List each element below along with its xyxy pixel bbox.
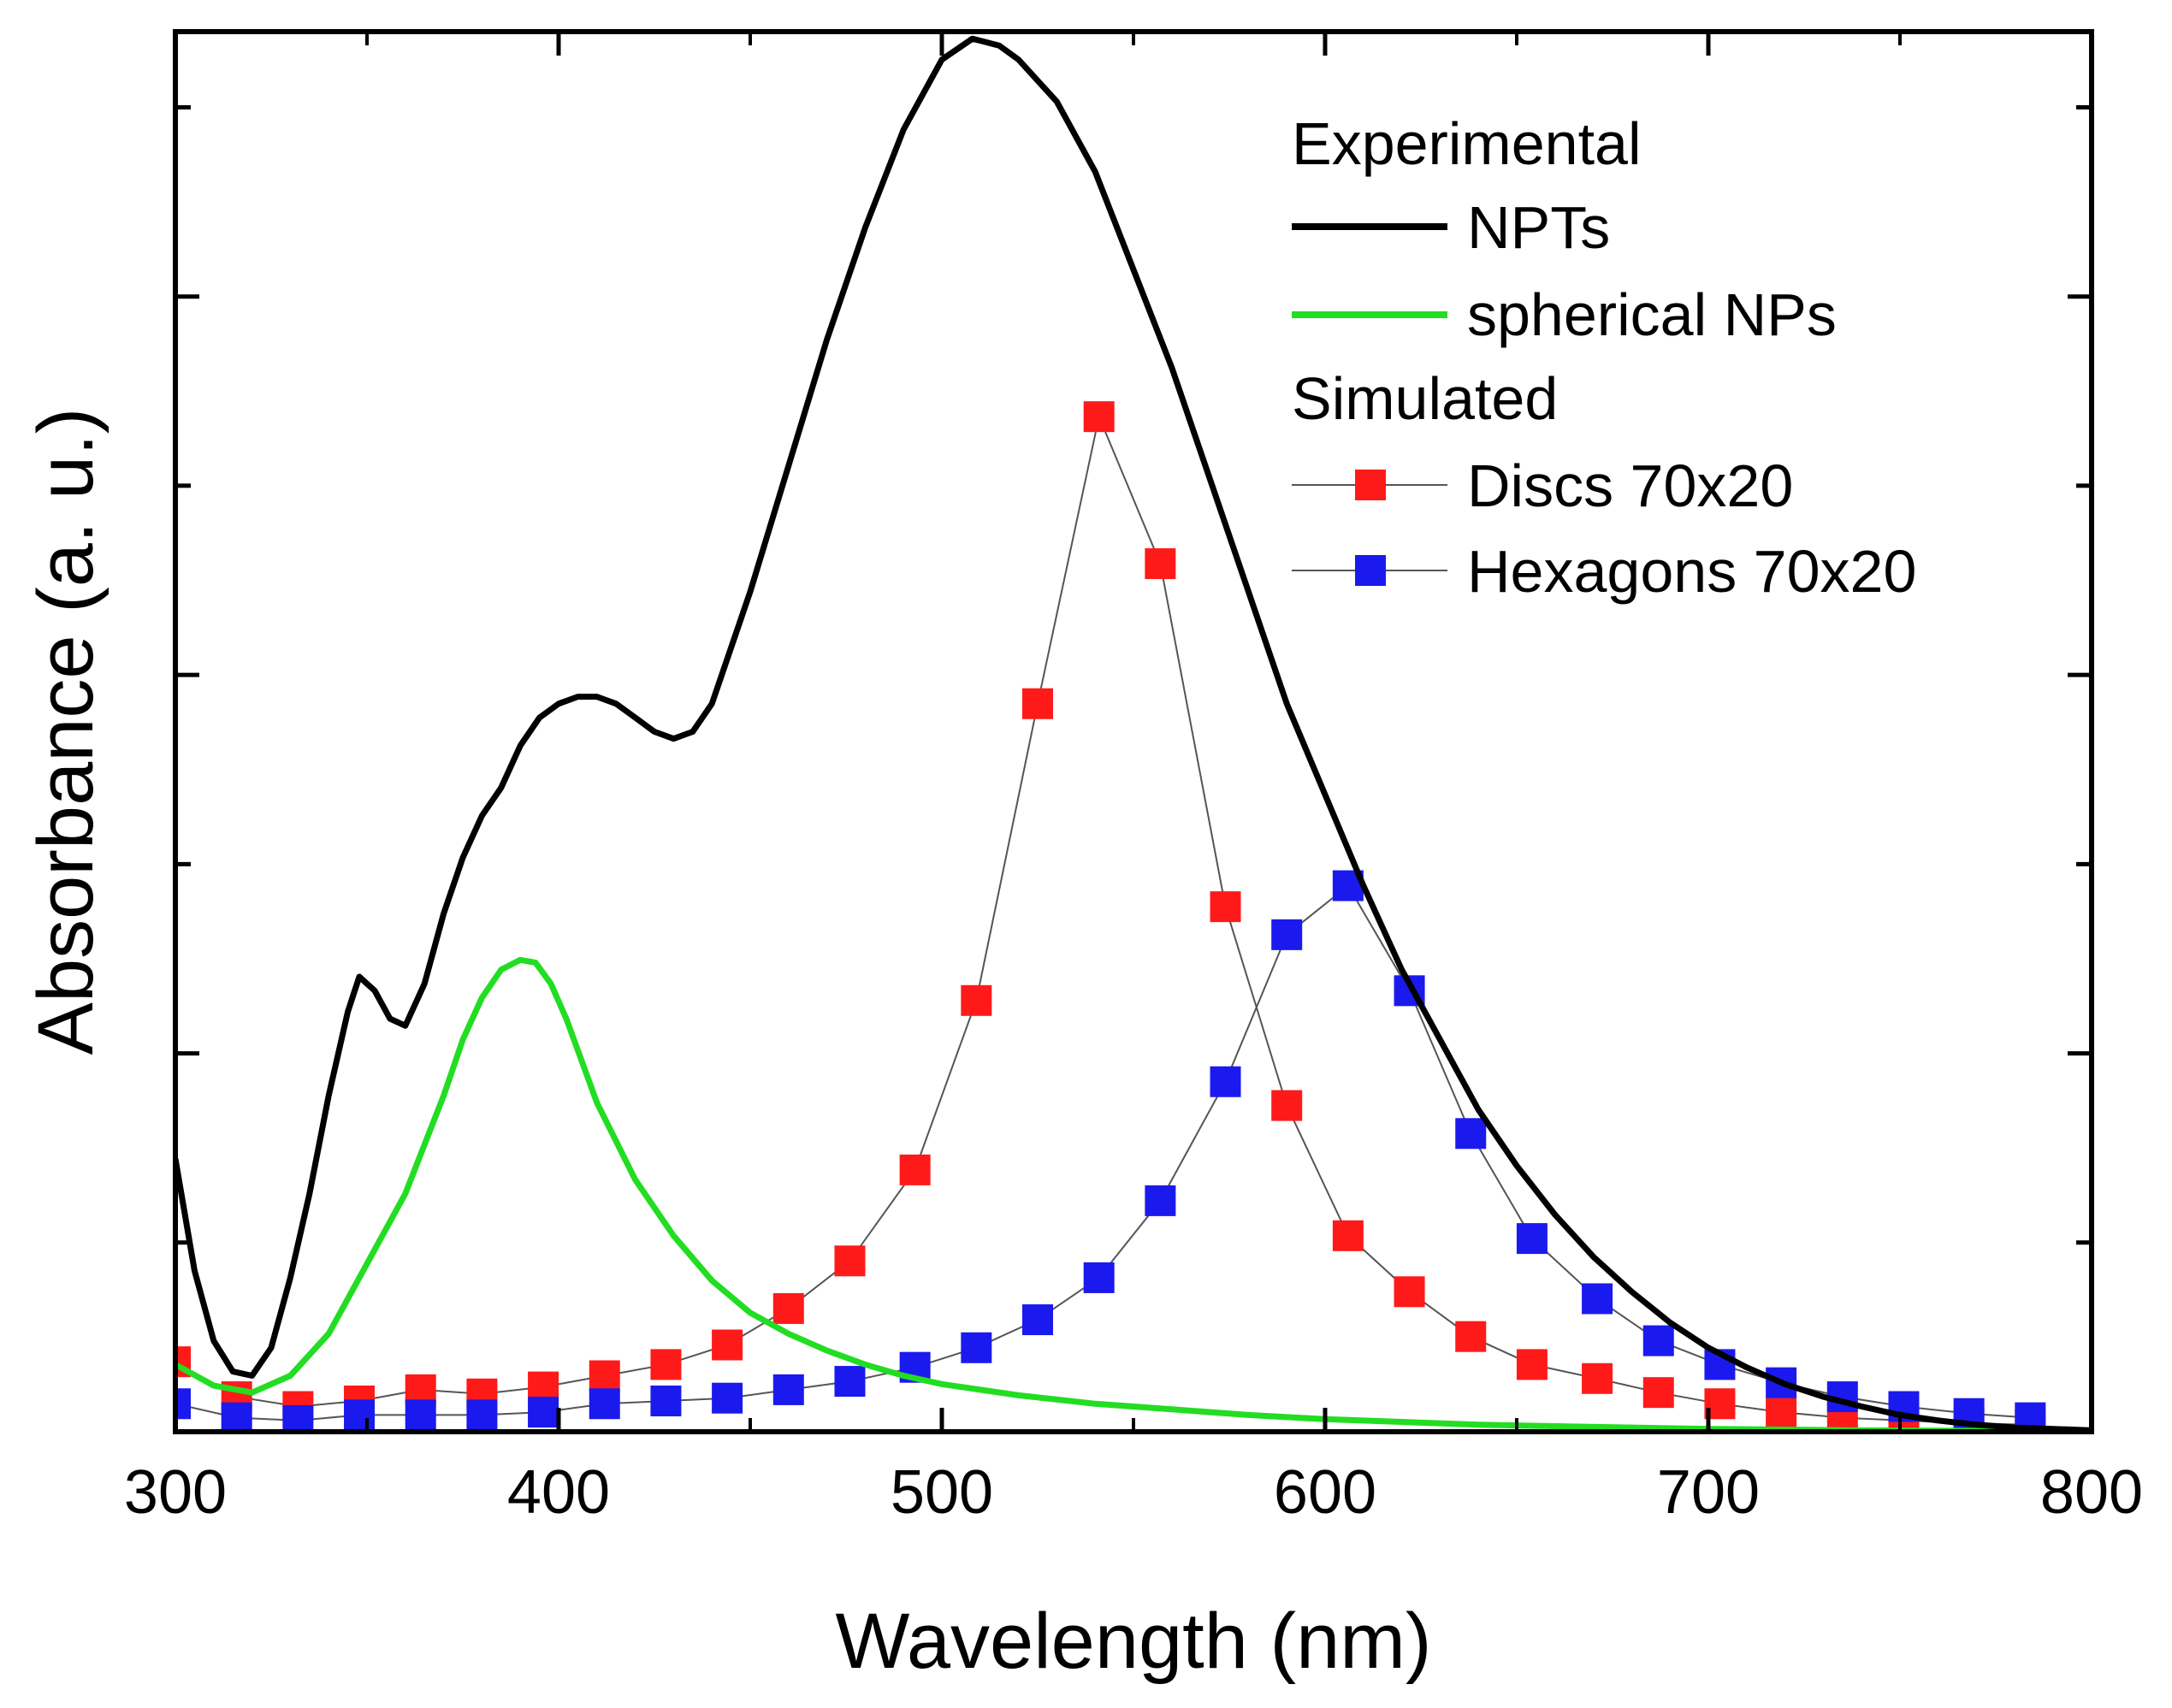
legend-label-spherical-nps: spherical NPs <box>1467 281 1837 348</box>
data-point-hexagons-70x20 <box>1083 1262 1115 1293</box>
data-point-hexagons-70x20 <box>834 1366 866 1398</box>
data-point-hexagons-70x20 <box>712 1382 743 1414</box>
x-tick-label: 600 <box>1274 1458 1376 1527</box>
data-point-discs-70x20 <box>1516 1349 1548 1380</box>
data-point-discs-70x20 <box>1022 688 1053 719</box>
data-point-discs-70x20 <box>1394 1276 1425 1308</box>
series-line-npts <box>175 35 2092 1432</box>
x-tick-label: 800 <box>2040 1458 2143 1527</box>
data-point-discs-70x20 <box>589 1360 620 1392</box>
x-axis-title: Wavelength (nm) <box>835 1598 1431 1685</box>
legend-marker-discs <box>1355 470 1386 500</box>
x-tick-label: 500 <box>891 1458 993 1527</box>
data-point-hexagons-70x20 <box>650 1385 682 1416</box>
data-point-hexagons-70x20 <box>1455 1118 1487 1150</box>
y-axis-title: Absorbance (a. u.) <box>22 408 109 1055</box>
data-point-discs-70x20 <box>1210 891 1241 923</box>
data-point-hexagons-70x20 <box>1642 1325 1674 1356</box>
data-point-discs-70x20 <box>1083 401 1115 433</box>
data-point-hexagons-70x20 <box>961 1332 992 1363</box>
data-point-hexagons-70x20 <box>1022 1304 1053 1336</box>
data-point-discs-70x20 <box>834 1245 866 1277</box>
data-point-hexagons-70x20 <box>1582 1283 1613 1315</box>
data-point-discs-70x20 <box>1332 1220 1364 1251</box>
data-point-hexagons-70x20 <box>466 1399 498 1431</box>
data-point-discs-70x20 <box>650 1349 682 1380</box>
data-point-hexagons-70x20 <box>1145 1185 1176 1216</box>
data-point-hexagons-70x20 <box>1516 1223 1548 1255</box>
data-point-discs-70x20 <box>772 1292 804 1324</box>
data-point-hexagons-70x20 <box>175 1388 191 1420</box>
data-point-discs-70x20 <box>712 1329 743 1361</box>
data-point-hexagons-70x20 <box>772 1374 804 1405</box>
data-point-discs-70x20 <box>1582 1362 1613 1394</box>
x-tick-label: 300 <box>124 1458 227 1527</box>
data-point-discs-70x20 <box>1271 1090 1303 1121</box>
plot-area <box>175 35 2092 1432</box>
x-tick-label: 400 <box>507 1458 610 1527</box>
data-point-discs-70x20 <box>1642 1377 1674 1409</box>
tick-layer: 300 400 500 600 700 800 <box>124 32 2143 1527</box>
data-point-hexagons-70x20 <box>282 1404 314 1432</box>
legend-label-hexagons: Hexagons 70x20 <box>1467 538 1916 605</box>
series-line-spherical-nps <box>175 956 2092 1432</box>
legend-header-experimental: Experimental <box>1292 110 1642 177</box>
legend: Experimental NPTs spherical NPs Simulate… <box>1292 110 1916 605</box>
data-point-discs-70x20 <box>961 984 992 1016</box>
data-point-hexagons-70x20 <box>344 1399 376 1431</box>
legend-label-npts: NPTs <box>1467 194 1610 261</box>
data-point-hexagons-70x20 <box>221 1402 252 1432</box>
x-tick-label: 700 <box>1657 1458 1760 1527</box>
data-point-discs-70x20 <box>1766 1397 1797 1428</box>
data-point-hexagons-70x20 <box>1271 919 1303 950</box>
legend-label-discs: Discs 70x20 <box>1467 452 1793 519</box>
series-layer <box>175 35 2092 1432</box>
legend-header-simulated: Simulated <box>1292 365 1558 432</box>
data-point-hexagons-70x20 <box>1210 1066 1241 1097</box>
data-point-discs-70x20 <box>1145 548 1176 580</box>
data-point-hexagons-70x20 <box>405 1399 436 1431</box>
data-point-hexagons-70x20 <box>589 1388 620 1420</box>
legend-marker-hexagons <box>1355 555 1386 586</box>
data-point-discs-70x20 <box>899 1154 931 1185</box>
data-point-hexagons-70x20 <box>528 1397 559 1428</box>
data-point-discs-70x20 <box>1455 1321 1487 1352</box>
